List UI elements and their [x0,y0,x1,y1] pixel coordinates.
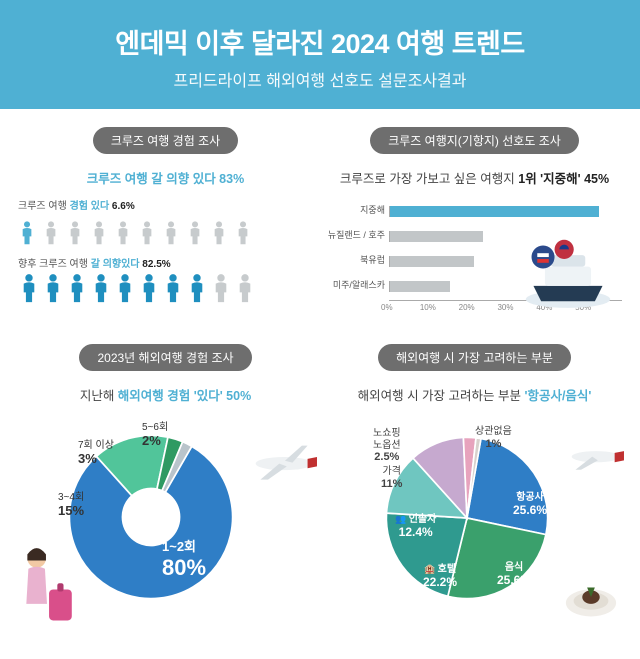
hbar-label: 북유럽 [327,256,389,266]
donut-chart: 1~2회80% 3~4회15% 7회 이상3% 5~6회2% [18,414,313,624]
slice-label: 항공사25.6% [513,492,547,517]
subhead-plain: 크루즈로 가장 가보고 싶은 여행지 [340,172,518,186]
person-icon [210,220,228,245]
subhead-plain: 지난해 [80,389,118,403]
slice-label: 5~6회2% [142,422,168,448]
panel-subhead: 해외여행 시 가장 고려하는 부분 '항공사/음식' [327,385,622,404]
hbar-label: 뉴질랜드 / 호주 [327,231,389,241]
panel-considerations: 해외여행 시 가장 고려하는 부분 해외여행 시 가장 고려하는 부분 '항공사… [327,344,622,624]
person-icon [18,220,36,245]
page-title: 엔데믹 이후 달라진 2024 여행 트렌드 [10,22,630,61]
hbar-track [389,206,622,217]
subhead-em: 1위 '지중해' 45% [518,172,609,186]
hbar-label: 미주/알래스카 [327,281,389,291]
people-row-label: 향후 크루즈 여행 갈 의향있다 82.5% [18,255,313,270]
people-row-label: 크루즈 여행 경험 있다 6.6% [18,197,313,212]
panel-subhead: 지난해 해외여행 경험 '있다' 50% [18,385,313,404]
panel-pill: 해외여행 시 가장 고려하는 부분 [378,344,571,371]
person-icon [234,220,252,245]
person-icon [186,220,204,245]
people-rows: 크루즈 여행 경험 있다 6.6% 향후 크루즈 여행 갈 의향있다 82.5% [18,197,313,313]
panel-cruise-experience: 크루즈 여행 경험 조사 크루즈 여행 갈 의향 있다 83% 크루즈 여행 경… [18,127,313,326]
hbar-row: 지중해 [327,200,622,222]
panel-pill: 2023년 해외여행 경험 조사 [79,344,251,371]
subhead-em: 크루즈 여행 갈 의향 있다 83% [87,172,244,186]
person-icon [186,273,208,303]
person-icon [66,273,88,303]
person-icon [210,273,232,303]
person-icon [138,220,156,245]
cruise-ship-icon [520,234,616,310]
hbar-fill [390,231,483,242]
slice-label: 음식25.6% [497,562,531,587]
person-icon [42,273,64,303]
person-icon [18,273,40,303]
airplane-icon [568,438,624,474]
slice-label: 1~2회80% [162,540,206,580]
person-icon [138,273,160,303]
panel-subhead: 크루즈 여행 갈 의향 있다 83% [18,168,313,187]
hbar-fill [390,281,450,292]
slice-label: 3~4회15% [58,492,84,518]
slice-label: 🏨 호텔22.2% [423,564,457,589]
person-icon [42,220,60,245]
person-icon [114,220,132,245]
page: 엔데믹 이후 달라진 2024 여행 트렌드 프리드라이프 해외여행 선호도 설… [0,0,640,646]
airplane-icon [251,440,317,486]
traveler-icon [16,544,78,626]
person-icon [162,273,184,303]
pie-chart: 항공사25.6% 음식25.6% 🏨 호텔22.2% 👥 인솔자12.4% 가격11%노… [327,414,622,624]
slice-label: 가격11% [381,466,402,490]
panel-subhead: 크루즈로 가장 가보고 싶은 여행지 1위 '지중해' 45% [327,168,622,187]
person-icon [162,220,180,245]
subhead-plain: 해외여행 시 가장 고려하는 부분 [358,389,525,403]
people-icons [18,273,313,303]
person-icon [90,220,108,245]
hbar-label: 지중해 [327,206,389,216]
panel-pill: 크루즈 여행지(기항지) 선호도 조사 [370,127,579,154]
people-row: 향후 크루즈 여행 갈 의향있다 82.5% [18,255,313,303]
subhead-em: 해외여행 경험 '있다' 50% [118,389,251,403]
panel-pill: 크루즈 여행 경험 조사 [93,127,238,154]
panels-grid: 크루즈 여행 경험 조사 크루즈 여행 갈 의향 있다 83% 크루즈 여행 경… [0,109,640,646]
person-icon [66,220,84,245]
hbar-fill [390,206,599,217]
people-icons [18,215,313,245]
header: 엔데믹 이후 달라진 2024 여행 트렌드 프리드라이프 해외여행 선호도 설… [0,0,640,109]
person-icon [114,273,136,303]
slice-label: 노쇼핑노옵션2.5% [373,428,401,464]
hbar-chart: 지중해 뉴질랜드 / 호주 북유럽 미주/알래스카 0%10%20%30%40%… [327,197,622,326]
page-subtitle: 프리드라이프 해외여행 선호도 설문조사결과 [10,67,630,91]
person-icon [234,273,256,303]
slice-label: 7회 이상3% [78,440,114,466]
food-plate-icon [562,572,620,620]
slice-label: 👥 인솔자12.4% [395,514,436,539]
hbar-fill [390,256,474,267]
person-icon [90,273,112,303]
panel-cruise-destination: 크루즈 여행지(기항지) 선호도 조사 크루즈로 가장 가보고 싶은 여행지 1… [327,127,622,326]
slice-label: 상관없음1% [475,426,512,450]
panel-2023-experience: 2023년 해외여행 경험 조사 지난해 해외여행 경험 '있다' 50% 1~… [18,344,313,624]
people-row: 크루즈 여행 경험 있다 6.6% [18,197,313,245]
subhead-em: '항공사/음식' [524,389,591,403]
